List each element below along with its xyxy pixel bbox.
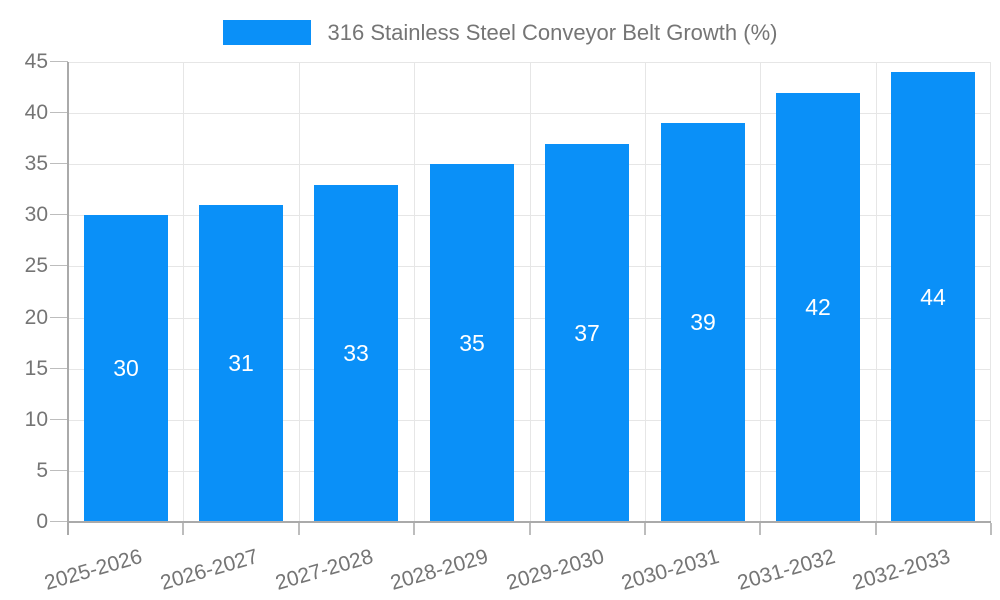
bar-value-label: 44: [920, 283, 946, 310]
gridline-horizontal: [68, 164, 991, 166]
gridline-vertical: [876, 62, 877, 522]
gridline-vertical: [183, 62, 184, 522]
gridline-vertical: [990, 62, 991, 522]
x-axis-tick-label: 2028-2029: [388, 545, 492, 595]
bar: 39: [661, 123, 745, 522]
y-axis-tick: [50, 112, 68, 114]
gridline-horizontal: [68, 113, 991, 115]
bar: 30: [84, 215, 168, 522]
bar: 35: [430, 164, 514, 522]
y-axis-tick-label: 30: [24, 203, 48, 227]
x-axis-tick-label: 2025-2026: [42, 545, 146, 595]
x-axis-tick-label: 2031-2032: [734, 545, 838, 595]
x-axis-tick-label: 2030-2031: [619, 545, 722, 595]
y-axis-tick-label: 0: [36, 510, 48, 533]
x-axis-tick-label: 2029-2030: [503, 545, 607, 595]
y-axis-tick-label: 15: [24, 356, 48, 380]
bar: 33: [314, 185, 398, 522]
gridline-vertical: [299, 62, 300, 522]
x-axis-tick-label: 2032-2033: [849, 545, 953, 595]
x-axis-tick-label: 2026-2027: [157, 545, 261, 595]
y-axis-tick: [50, 61, 68, 62]
x-axis-tick-label: 2027-2028: [272, 545, 376, 595]
gridline-horizontal: [68, 317, 991, 319]
gridline-vertical: [760, 62, 761, 522]
legend-series-label: 316 Stainless Steel Conveyor Belt Growth…: [327, 20, 778, 45]
bar: 37: [545, 144, 629, 522]
bar: 31: [199, 205, 283, 522]
bar-value-label: 30: [113, 355, 139, 381]
bar-value-label: 31: [228, 350, 254, 376]
y-axis-tick: [50, 316, 68, 318]
gridline-horizontal: [68, 266, 991, 268]
x-axis-tick: [413, 523, 415, 535]
y-axis-line: [67, 62, 69, 522]
bar: 44: [891, 72, 975, 522]
gridline-horizontal: [68, 368, 991, 370]
legend-swatch: [222, 20, 311, 45]
legend: 316 Stainless Steel Conveyor Belt Growth…: [0, 20, 1000, 45]
y-axis-tick-label: 35: [24, 152, 48, 176]
y-axis-tick: [50, 469, 68, 471]
gridline-vertical: [645, 62, 646, 522]
y-axis-tick-label: 10: [24, 407, 48, 431]
plot-area: 30 31 33 35 37 39 42 44: [68, 62, 991, 522]
x-axis-tick: [67, 523, 69, 535]
x-axis-tick: [759, 523, 761, 535]
gridline-vertical: [530, 62, 531, 522]
bar: 42: [776, 93, 860, 522]
y-axis-tick-label: 45: [24, 50, 48, 73]
x-axis-tick: [298, 523, 300, 535]
x-axis-tick: [182, 523, 184, 535]
bar-value-label: 37: [574, 319, 600, 346]
bar-value-label: 35: [459, 329, 485, 356]
x-axis-tick: [990, 523, 992, 535]
x-axis-tick: [875, 523, 877, 535]
gridline-horizontal: [68, 215, 991, 217]
gridline-vertical: [414, 62, 415, 522]
bar-value-label: 42: [805, 294, 831, 320]
y-axis-tick: [50, 265, 68, 267]
y-axis-tick-label: 20: [24, 305, 48, 329]
gridline-horizontal: [68, 62, 991, 63]
y-axis-tick-label: 40: [24, 101, 48, 125]
y-axis-tick-label: 25: [24, 254, 48, 278]
y-axis-tick: [50, 521, 68, 522]
gridline-horizontal: [68, 470, 991, 472]
bar-value-label: 39: [690, 309, 716, 335]
x-axis-tick: [529, 523, 531, 535]
y-axis-tick: [50, 163, 68, 165]
x-axis-tick: [644, 523, 646, 535]
y-axis-tick: [50, 418, 68, 420]
bar-value-label: 33: [343, 340, 369, 366]
gridline-horizontal: [68, 419, 991, 421]
y-axis-tick: [50, 214, 68, 216]
x-axis-line: [67, 521, 991, 523]
y-axis-tick-label: 5: [36, 458, 48, 482]
y-axis-tick: [50, 367, 68, 369]
